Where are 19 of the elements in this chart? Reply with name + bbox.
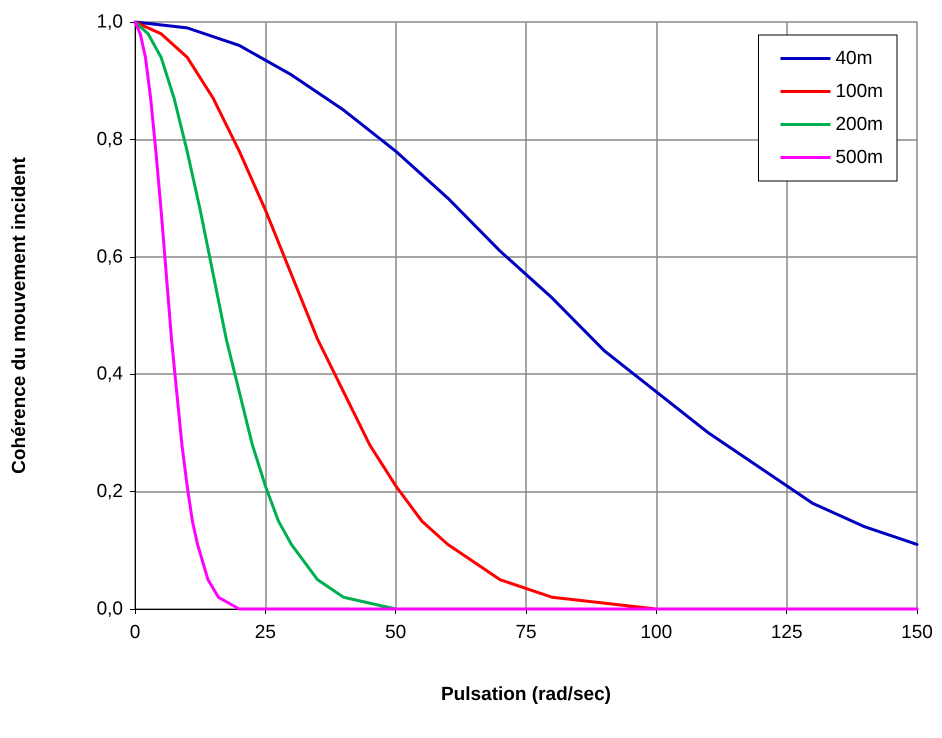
x-tick-label: 75 xyxy=(515,622,537,643)
y-tick-label: 0,6 xyxy=(96,246,123,268)
x-tick-label: 50 xyxy=(385,622,406,643)
y-axis-title: Cohérence du mouvement incident xyxy=(9,156,30,474)
x-tick-label: 125 xyxy=(770,622,803,643)
x-tick-label: 150 xyxy=(901,622,933,643)
legend-label: 100m xyxy=(835,81,884,102)
x-tick-label: 100 xyxy=(640,622,672,643)
legend-label: 500m xyxy=(835,147,884,168)
y-tick-label: 0,2 xyxy=(96,481,123,502)
y-tick-label: 0,4 xyxy=(96,364,124,385)
y-tick-label: 1,0 xyxy=(96,12,123,32)
x-tick-label: 0 xyxy=(130,622,140,643)
y-tick-label: 0,8 xyxy=(96,128,123,150)
y-tick-label: 0,0 xyxy=(96,598,123,620)
x-tick-label: 25 xyxy=(254,622,276,643)
legend-label: 200m xyxy=(835,114,884,135)
legend-label: 40m xyxy=(835,48,872,69)
x-axis-title: Pulsation (rad/sec) xyxy=(441,684,611,705)
